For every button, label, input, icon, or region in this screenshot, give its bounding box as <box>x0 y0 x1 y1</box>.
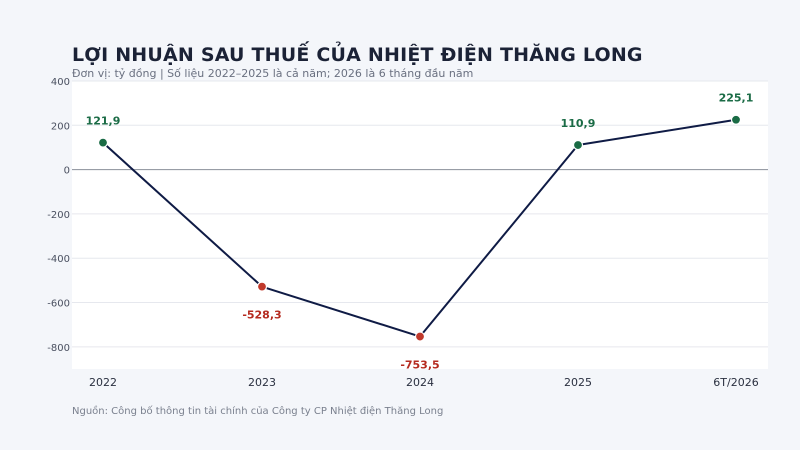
data-label: -528,3 <box>242 309 281 322</box>
y-tick-label: 200 <box>51 121 70 132</box>
x-tick-label: 2024 <box>406 376 434 389</box>
data-point <box>97 137 109 148</box>
data-label: 110,9 <box>561 117 596 130</box>
data-label: 225,1 <box>719 92 754 105</box>
chart-title: LỢI NHUẬN SAU THUẾ CỦA NHIỆT ĐIỆN THĂNG … <box>72 44 643 66</box>
data-label: -753,5 <box>400 359 439 372</box>
y-tick-label: 0 <box>64 166 70 177</box>
y-tick-label: -600 <box>47 299 70 310</box>
x-tick-label: 2023 <box>248 376 276 389</box>
data-label: 121,9 <box>86 115 121 128</box>
data-point <box>730 114 742 125</box>
x-tick-label: 6T/2026 <box>713 376 758 389</box>
plot-area <box>72 81 768 369</box>
source-note: Nguồn: Công bố thông tin tài chính của C… <box>72 406 444 417</box>
chart-subtitle: Đơn vị: tỷ đồng | Số liệu 2022–2025 là c… <box>72 67 474 80</box>
x-tick-label: 2022 <box>89 376 117 389</box>
y-tick-label: -200 <box>47 210 70 221</box>
y-tick-label: -400 <box>47 254 70 265</box>
y-tick-label: 400 <box>51 77 70 88</box>
data-point <box>256 281 268 292</box>
data-point <box>414 331 426 342</box>
data-point <box>572 139 584 151</box>
y-tick-label: -800 <box>47 343 70 354</box>
x-tick-label: 2025 <box>564 376 592 389</box>
